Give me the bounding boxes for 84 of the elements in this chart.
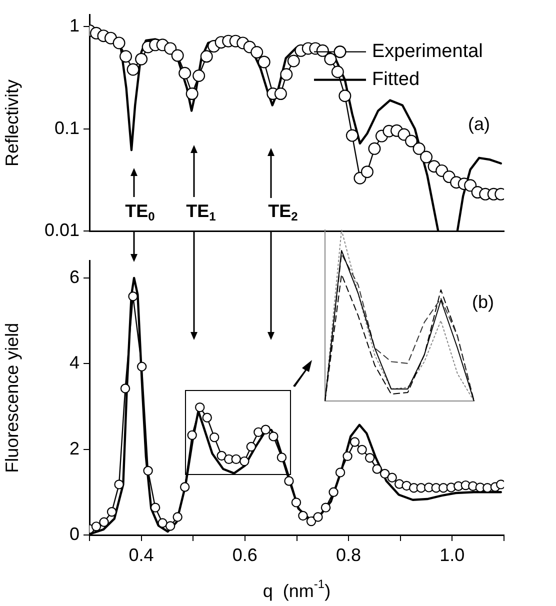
legend-label: Fitted <box>372 69 420 90</box>
annotation: (a) <box>468 114 490 134</box>
point <box>171 49 184 62</box>
point <box>120 384 130 394</box>
point <box>368 142 381 155</box>
point <box>320 502 331 512</box>
point <box>338 90 352 102</box>
point <box>331 66 344 78</box>
point <box>306 516 316 526</box>
point <box>231 454 241 464</box>
point <box>346 129 358 142</box>
point <box>438 483 448 493</box>
point <box>126 63 140 76</box>
point <box>200 50 213 63</box>
point <box>420 150 433 164</box>
point <box>240 456 250 466</box>
point <box>328 487 338 498</box>
point <box>372 464 382 474</box>
x-tick-label: 0.6 <box>232 544 258 565</box>
x-tick-label: 0.4 <box>128 544 154 565</box>
point <box>114 480 124 490</box>
point <box>280 68 293 81</box>
y-tick-label: 4 <box>69 352 80 373</box>
point <box>143 466 153 476</box>
point <box>178 66 192 80</box>
point <box>112 36 126 50</box>
point <box>99 517 109 527</box>
point <box>360 166 374 178</box>
point <box>254 427 264 438</box>
y-tick-label: 1 <box>69 15 80 36</box>
point <box>357 444 367 455</box>
point <box>172 512 182 522</box>
y-tick-label: 0.01 <box>44 220 80 240</box>
point <box>380 468 390 479</box>
point <box>210 432 220 442</box>
point <box>412 142 426 155</box>
point <box>260 424 271 434</box>
point <box>250 46 264 58</box>
point <box>150 502 160 512</box>
y-tick-label: 0.1 <box>54 118 80 138</box>
point <box>405 134 418 148</box>
point <box>274 88 287 100</box>
point <box>464 179 477 192</box>
point <box>313 512 323 522</box>
y-axis-title: Fluorescence yield <box>2 322 22 473</box>
y-tick-label: 0 <box>69 524 80 544</box>
point <box>135 52 148 66</box>
point <box>120 50 132 63</box>
point <box>165 521 176 531</box>
point <box>291 498 302 508</box>
annotation: (b) <box>472 292 494 312</box>
point <box>106 507 117 517</box>
legend-label: Experimental <box>372 41 483 62</box>
point <box>216 450 226 461</box>
point <box>246 442 256 452</box>
point <box>335 468 346 478</box>
point <box>164 42 177 55</box>
point <box>202 412 212 422</box>
point <box>287 54 300 68</box>
point <box>158 518 168 528</box>
point <box>276 452 287 462</box>
y-tick-label: 6 <box>69 266 80 287</box>
point <box>192 70 206 82</box>
point <box>128 292 138 302</box>
y-tick-label: 2 <box>69 438 80 458</box>
point <box>187 430 197 440</box>
y-axis-title: Reflectivity <box>2 79 22 167</box>
point <box>268 432 278 442</box>
point <box>298 510 308 521</box>
point <box>284 476 294 486</box>
point <box>482 483 492 493</box>
point <box>91 522 102 532</box>
point <box>364 453 375 463</box>
point <box>350 437 360 447</box>
point <box>186 88 198 100</box>
point <box>342 451 352 462</box>
point <box>324 52 337 66</box>
point <box>180 482 190 492</box>
x-tick-label: 1.0 <box>440 544 465 565</box>
point <box>195 402 205 412</box>
point <box>387 472 397 482</box>
x-tick-label: 0.8 <box>336 544 362 565</box>
point <box>136 362 147 372</box>
point <box>258 56 270 68</box>
